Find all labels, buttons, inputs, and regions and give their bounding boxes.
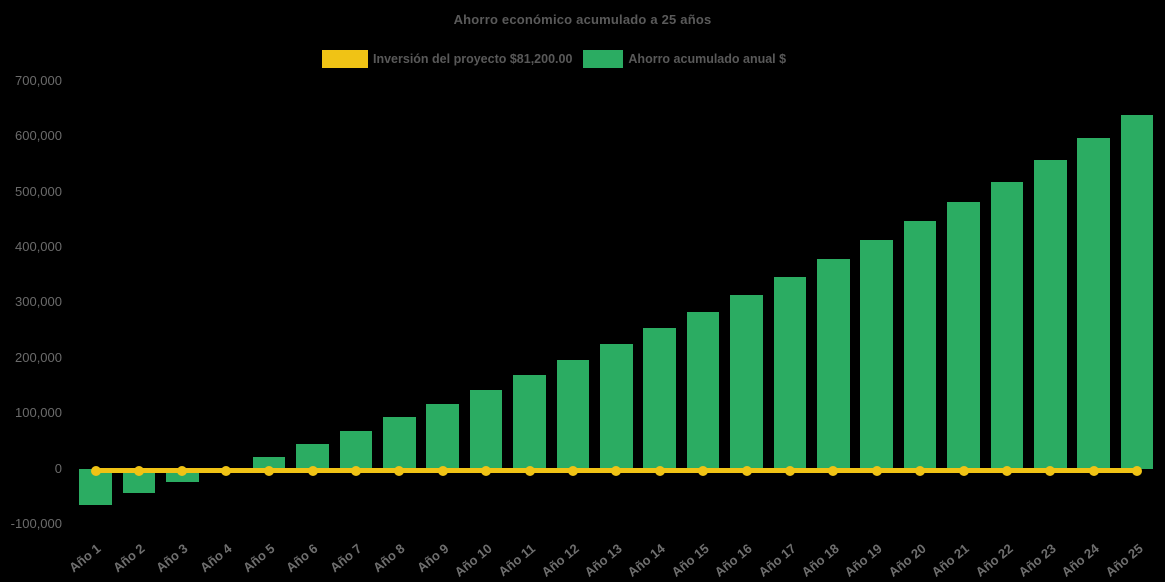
investment-line-marker <box>567 465 578 476</box>
x-axis-tick-label: Año 13 <box>581 540 625 580</box>
legend-item-investment: Inversión del proyecto $81,200.00 <box>322 50 572 68</box>
x-axis-tick-label: Año 15 <box>668 540 712 580</box>
x-axis-tick-label: Año 4 <box>196 540 235 576</box>
bar-year-15 <box>686 311 720 469</box>
bar-year-12 <box>556 359 590 469</box>
legend: Inversión del proyecto $81,200.00 Ahorro… <box>322 50 786 68</box>
x-axis-tick-label: Año 3 <box>153 540 191 576</box>
investment-line-marker <box>133 465 144 476</box>
bar-year-9 <box>426 403 459 469</box>
bar-year-6 <box>296 443 329 469</box>
chart-title: Ahorro económico acumulado a 25 años <box>453 12 712 27</box>
x-axis-tick-label: Año 2 <box>109 540 148 576</box>
investment-line-marker <box>177 465 188 476</box>
x-axis-tick-label: Año 5 <box>239 540 278 576</box>
investment-line-marker <box>394 465 405 476</box>
investment-line-marker <box>654 465 665 476</box>
investment-line-marker <box>437 465 448 476</box>
x-axis-tick-label: Año 9 <box>413 540 452 576</box>
investment-line-marker <box>264 465 275 476</box>
x-axis-tick-label: Año 23 <box>1015 540 1059 580</box>
investment-line-marker <box>1001 465 1012 476</box>
x-axis-tick-label: Año 19 <box>841 540 886 580</box>
x-axis-tick-label: Año 10 <box>451 540 495 580</box>
bar-year-8 <box>383 417 416 469</box>
investment-line-marker <box>698 465 709 476</box>
investment-line-marker <box>1045 465 1056 476</box>
x-axis-tick-label: Año 11 <box>495 540 538 580</box>
bar-year-20 <box>903 220 937 469</box>
y-axis-tick-label: 300,000 <box>15 294 62 310</box>
bar-year-13 <box>600 344 633 469</box>
x-axis-tick-label: Año 7 <box>326 540 365 576</box>
x-axis-tick-label: Año 22 <box>972 540 1016 580</box>
y-axis-tick-label: 100,000 <box>15 405 62 421</box>
bar-year-24 <box>1077 138 1110 469</box>
bar-year-14 <box>643 327 676 469</box>
bar-year-17 <box>773 276 807 469</box>
bar-year-11 <box>513 375 546 469</box>
bar-year-5 <box>252 457 286 469</box>
investment-line-marker <box>828 465 839 476</box>
x-axis-tick-label: Año 24 <box>1058 540 1103 580</box>
y-axis-tick-label: 0 <box>54 460 62 476</box>
y-axis-tick-label: 400,000 <box>15 239 62 254</box>
x-axis-tick-label: Año 6 <box>283 540 321 576</box>
investment-line-marker <box>784 465 795 476</box>
legend-label-savings: Ahorro acumulado anual $ <box>628 52 787 66</box>
legend-swatch-savings <box>583 50 624 68</box>
bar-year-10 <box>469 389 503 469</box>
y-axis-tick-label: -100,000 <box>10 516 62 532</box>
investment-line-marker <box>611 465 622 476</box>
x-axis-tick-label: Año 20 <box>885 540 929 580</box>
x-axis-tick-label: Año 1 <box>66 540 104 576</box>
bar-year-19 <box>860 240 893 469</box>
x-axis-tick-label: Año 8 <box>370 540 408 576</box>
investment-line-marker <box>1088 465 1099 476</box>
x-axis-tick-label: Año 18 <box>798 540 842 580</box>
investment-line-marker <box>220 465 231 476</box>
x-axis-tick-label: Año 16 <box>711 540 755 580</box>
y-axis-tick-label: 500,000 <box>15 183 62 199</box>
investment-line-marker <box>958 465 969 476</box>
x-axis-tick-label: Año 17 <box>755 540 799 580</box>
investment-line-marker <box>871 465 882 476</box>
investment-line-marker <box>1132 465 1143 476</box>
investment-line-marker <box>481 465 492 476</box>
y-axis-tick-label: 700,000 <box>15 72 62 88</box>
bar-year-7 <box>339 430 373 469</box>
investment-line-marker <box>915 465 926 476</box>
legend-item-savings: Ahorro acumulado anual $ <box>583 50 786 68</box>
legend-label-investment: Inversión del proyecto $81,200.00 <box>373 52 573 66</box>
x-axis-tick-label: Año 25 <box>1102 540 1146 580</box>
bar-year-25 <box>1120 115 1154 469</box>
x-axis-tick-label: Año 21 <box>928 540 972 580</box>
x-axis-tick-label: Año 12 <box>538 540 582 580</box>
bar-year-16 <box>730 295 763 469</box>
bar-year-23 <box>1034 159 1067 469</box>
y-axis-tick-label: 200,000 <box>15 349 62 365</box>
bar-year-22 <box>990 181 1024 469</box>
legend-swatch-investment <box>322 50 368 68</box>
investment-line-marker <box>90 465 101 476</box>
investment-line-marker <box>307 465 318 476</box>
bar-year-18 <box>817 259 850 469</box>
investment-line-marker <box>524 465 535 476</box>
x-axis-tick-label: Año 14 <box>624 540 669 580</box>
investment-line-marker <box>741 465 752 476</box>
bar-year-21 <box>947 201 980 469</box>
investment-line-marker <box>350 465 361 476</box>
y-axis-tick-label: 600,000 <box>15 128 62 144</box>
